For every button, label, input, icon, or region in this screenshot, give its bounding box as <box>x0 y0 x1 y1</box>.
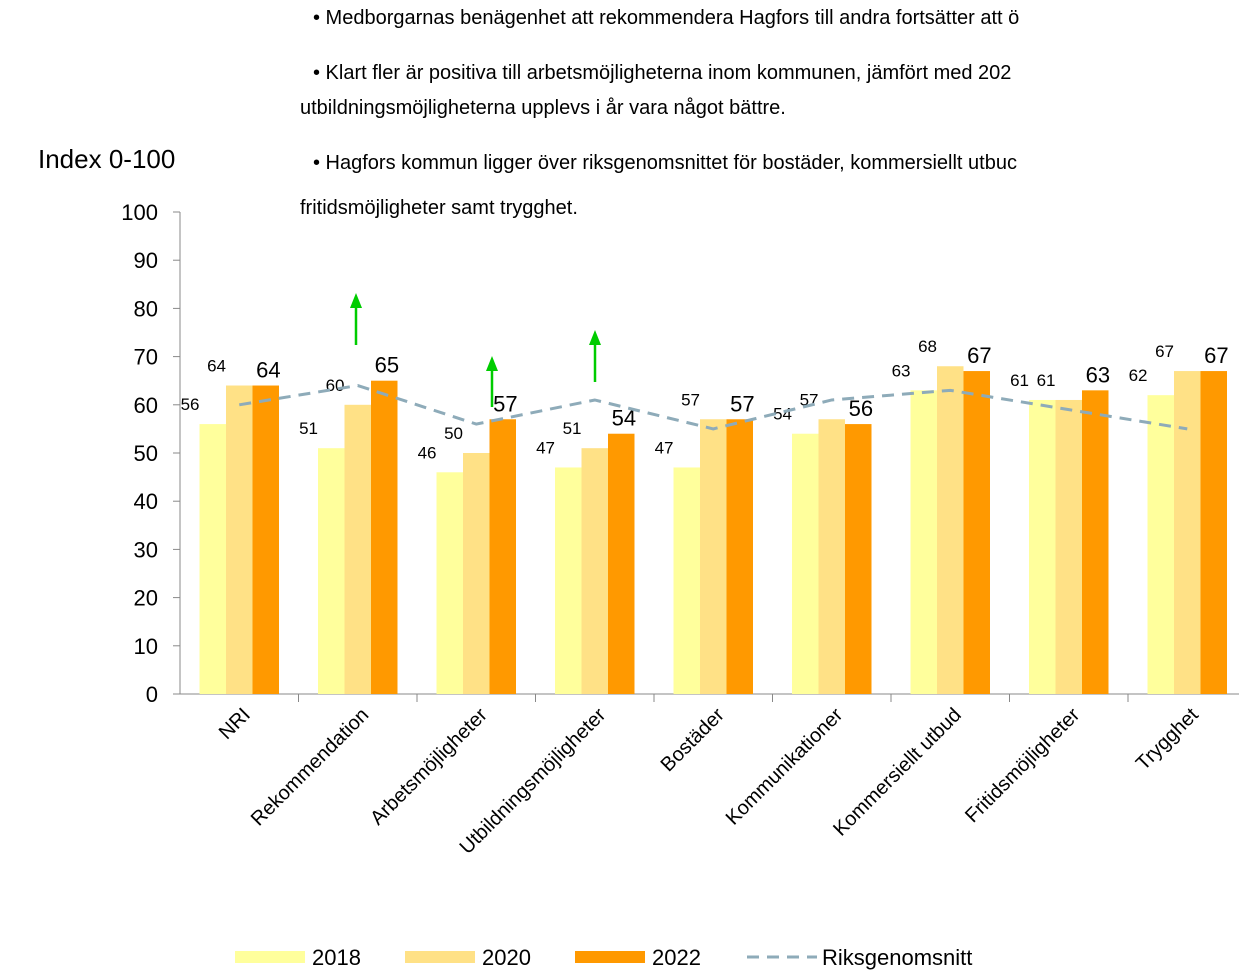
y-tick-label: 100 <box>121 200 158 225</box>
bar <box>792 433 819 694</box>
data-label: 47 <box>536 438 555 457</box>
bar <box>489 419 516 694</box>
bullet-text: • Hagfors kommun ligger över riksgenomsn… <box>313 152 1017 174</box>
legend-swatch <box>575 951 645 963</box>
bar <box>581 448 608 694</box>
data-label: 51 <box>299 419 318 438</box>
data-label: 51 <box>563 419 582 438</box>
x-tick-label: Kommunikationer <box>722 704 848 830</box>
bar <box>1200 371 1227 694</box>
x-tick-label: Kommersiellt utbud <box>829 704 966 841</box>
y-tick-label: 50 <box>134 441 158 466</box>
data-label: 60 <box>326 376 345 395</box>
data-label: 61 <box>1037 371 1056 390</box>
x-tick-label: Rekommendation <box>247 704 373 830</box>
arrows <box>350 293 601 407</box>
data-label: 67 <box>967 343 991 368</box>
y-tick-label: 40 <box>134 489 158 514</box>
axis-title: Index 0-100 <box>38 144 175 174</box>
bar <box>1174 371 1201 694</box>
bar <box>371 380 398 694</box>
data-label: 56 <box>181 395 200 414</box>
bar <box>818 419 845 694</box>
data-label: 57 <box>730 391 754 416</box>
bar <box>910 390 937 694</box>
y-tick-label: 70 <box>134 345 158 370</box>
data-label: 47 <box>655 438 674 457</box>
data-label: 46 <box>418 443 437 462</box>
legend-label: 2020 <box>482 945 531 970</box>
y-tick-label: 0 <box>146 682 158 707</box>
bullet-text: utbildningsmöjligheterna upplevs i år va… <box>300 97 786 119</box>
bar <box>252 385 279 694</box>
bar <box>1029 399 1056 694</box>
data-label: 57 <box>681 390 700 409</box>
arrow-head <box>486 356 498 371</box>
bar <box>1055 399 1082 694</box>
bar <box>700 419 727 694</box>
data-label: 57 <box>493 391 517 416</box>
data-label: 61 <box>1010 371 1029 390</box>
bar <box>608 433 635 694</box>
bar <box>673 467 700 694</box>
legend-swatch <box>405 951 475 963</box>
x-tick-label: Fritidsmöjligheter <box>961 704 1084 827</box>
x-tick-label: NRI <box>215 704 255 744</box>
bar <box>1147 395 1174 694</box>
data-label: 67 <box>1155 342 1174 361</box>
bar <box>463 453 490 694</box>
data-label: 64 <box>256 358 280 383</box>
data-label: 56 <box>849 396 873 421</box>
x-tick-label: Arbetsmöjligheter <box>366 704 492 830</box>
data-label: 68 <box>918 337 937 356</box>
legend-label: Riksgenomsnitt <box>822 945 972 970</box>
bar <box>199 424 226 694</box>
data-label: 65 <box>375 353 399 378</box>
bullet-text: • Medborgarnas benägenhet att rekommende… <box>313 7 1019 29</box>
data-label: 63 <box>1086 362 1110 387</box>
bar <box>726 419 753 694</box>
bar <box>436 472 463 694</box>
data-label: 63 <box>892 361 911 380</box>
bar <box>555 467 582 694</box>
data-label: 50 <box>444 424 463 443</box>
bar <box>318 448 345 694</box>
line-series <box>239 383 1188 431</box>
bullet-text: • Klart fler är positiva till arbetsmöjl… <box>313 62 1011 84</box>
legend-label: 2022 <box>652 945 701 970</box>
y-tick-label: 60 <box>134 393 158 418</box>
bar <box>845 424 872 694</box>
legend-label: 2018 <box>312 945 361 970</box>
y-tick-label: 80 <box>134 296 158 321</box>
y-tick-label: 90 <box>134 248 158 273</box>
arrow-head <box>589 330 601 345</box>
x-tick-label: Bostäder <box>657 704 729 776</box>
bar <box>226 385 253 694</box>
x-tick-label: Trygghet <box>1132 704 1203 775</box>
bullet-text: fritidsmöjligheter samt trygghet. <box>300 197 578 219</box>
data-label: 62 <box>1129 366 1148 385</box>
y-tick-label: 10 <box>134 634 158 659</box>
y-tick-label: 20 <box>134 586 158 611</box>
bar <box>963 371 990 694</box>
bar <box>1082 390 1109 694</box>
data-label: 67 <box>1204 343 1228 368</box>
legend-swatch <box>235 951 305 963</box>
arrow-head <box>350 293 362 308</box>
bar <box>344 404 371 694</box>
data-label: 64 <box>207 357 226 376</box>
y-tick-label: 30 <box>134 537 158 562</box>
bar <box>937 366 964 694</box>
